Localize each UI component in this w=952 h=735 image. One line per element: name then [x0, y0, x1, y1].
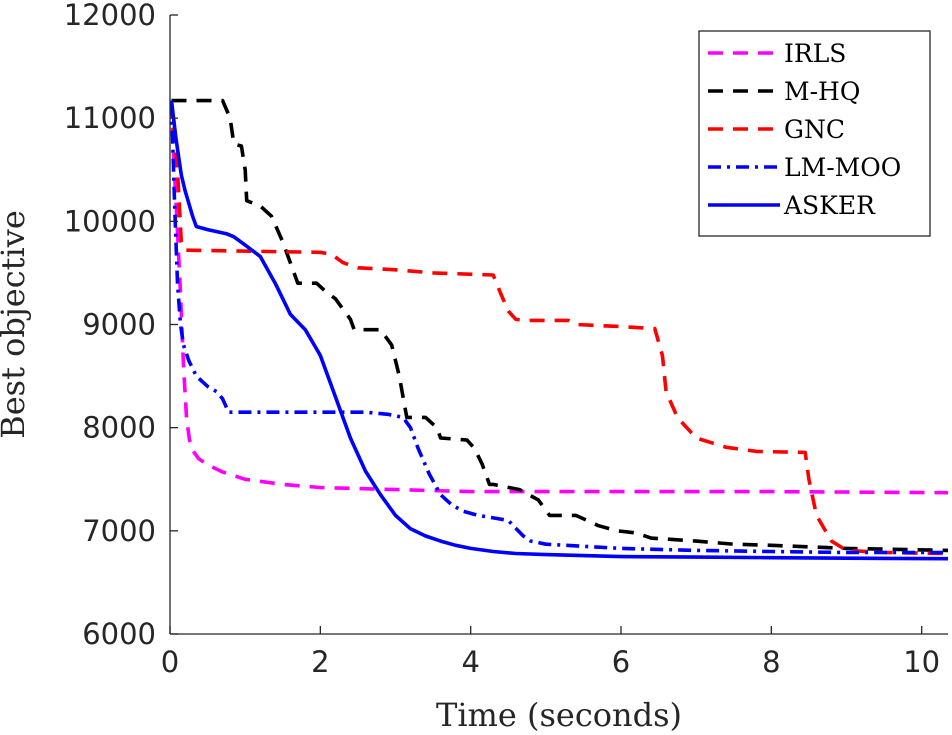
legend-box — [698, 30, 931, 237]
series-line-irls — [169, 102, 949, 495]
y-tick-label: 10000 — [64, 204, 156, 238]
y-axis-title: Best objective — [0, 210, 32, 439]
x-axis-ticks: 0 2 4 6 8 10 — [161, 626, 940, 679]
x-tick-label: 4 — [461, 645, 479, 679]
x-axis-title: Time (seconds) — [436, 696, 682, 734]
x-tick-label: 2 — [311, 645, 329, 679]
y-tick-label: 11000 — [64, 101, 156, 135]
y-tick-label: 7000 — [82, 514, 156, 548]
x-tick-label: 10 — [903, 645, 940, 679]
series-line-gnc — [169, 102, 949, 556]
x-tick-label: 8 — [762, 645, 780, 679]
y-tick-label: 6000 — [82, 617, 156, 651]
series-line-asker — [169, 100, 949, 561]
x-tick-label: 6 — [612, 645, 630, 679]
legend: IRLS M-HQ GNC LM-MOO ASKER — [698, 30, 931, 237]
y-axis-ticks: 6000 7000 8000 9000 10000 11000 12000 — [64, 0, 178, 651]
legend-label-gnc: GNC — [784, 115, 845, 144]
y-tick-label: 9000 — [82, 308, 156, 342]
legend-label-lm-moo: LM-MOO — [784, 153, 901, 182]
series-line-m-hq — [171, 98, 949, 553]
legend-label-m-hq: M-HQ — [784, 77, 860, 106]
plot-area: 0 2 4 6 8 10 6000 7000 8000 9000 10000 11000 12000 — [64, 0, 949, 679]
legend-label-asker: ASKER — [783, 191, 876, 220]
x-tick-label: 0 — [161, 645, 179, 679]
y-tick-label: 8000 — [82, 411, 156, 445]
series-line-lm-moo — [169, 102, 948, 555]
legend-items: IRLS M-HQ GNC LM-MOO ASKER — [708, 39, 901, 220]
series-layer — [169, 98, 949, 561]
y-tick-label: 12000 — [64, 0, 156, 32]
legend-label-irls: IRLS — [784, 39, 846, 68]
